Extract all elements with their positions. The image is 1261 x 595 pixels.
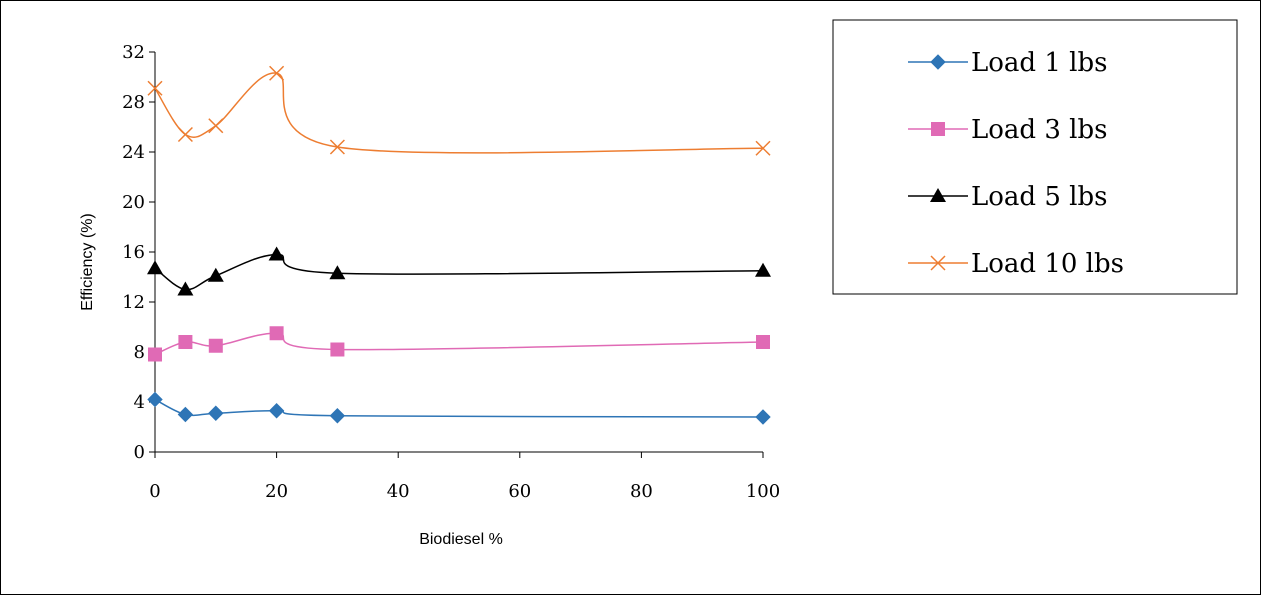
x-marker-stroke xyxy=(177,126,193,143)
data-point xyxy=(755,262,771,277)
x-tick-label: 80 xyxy=(630,481,653,502)
legend-item: Load 10 lbs xyxy=(908,249,1124,279)
data-point xyxy=(177,406,194,423)
x-tick-label: 40 xyxy=(387,481,410,502)
data-point xyxy=(269,326,284,341)
x-marker-stroke xyxy=(147,80,163,96)
y-axis-title: Efficiency (%) xyxy=(79,213,96,311)
x-marker-stroke xyxy=(755,140,771,156)
legend-item: Load 5 lbs xyxy=(908,182,1107,212)
legend-marker xyxy=(930,54,946,70)
y-tick-label: 20 xyxy=(122,192,145,213)
x-tick-label: 0 xyxy=(149,481,160,502)
y-tick-label: 32 xyxy=(122,42,145,63)
legend-label: Load 3 lbs xyxy=(971,115,1107,145)
data-point xyxy=(147,80,163,96)
y-tick-label: 0 xyxy=(134,442,145,463)
data-point xyxy=(330,342,345,357)
series-2 xyxy=(148,326,770,362)
legend-item: Load 1 lbs xyxy=(908,48,1107,78)
data-point xyxy=(148,347,162,362)
legend-label: Load 5 lbs xyxy=(971,182,1107,212)
data-point xyxy=(177,126,193,143)
x-marker-stroke xyxy=(269,65,285,81)
series-1 xyxy=(147,391,771,425)
data-point xyxy=(208,118,224,134)
x-axis-title: Biodiesel % xyxy=(419,531,503,548)
data-point xyxy=(147,260,163,275)
series-line xyxy=(154,253,764,291)
y-tick-label: 4 xyxy=(134,392,145,413)
data-point xyxy=(208,405,224,421)
x-marker-stroke xyxy=(329,139,345,155)
legend-box xyxy=(832,19,1238,295)
legend-item: Load 3 lbs xyxy=(908,115,1107,145)
data-point xyxy=(329,139,345,155)
series-line xyxy=(154,332,764,356)
data-point xyxy=(755,140,771,156)
data-point xyxy=(147,391,163,408)
legend-marker xyxy=(930,255,946,271)
data-point xyxy=(208,338,223,353)
y-tick-label: 24 xyxy=(122,142,145,163)
data-point xyxy=(268,246,285,261)
data-point xyxy=(329,265,346,280)
y-tick-label: 28 xyxy=(122,92,145,113)
legend-label: Load 1 lbs xyxy=(971,48,1107,78)
series-4 xyxy=(147,65,771,156)
series-line xyxy=(154,72,764,154)
x-marker-stroke xyxy=(930,255,946,271)
y-tick-label: 8 xyxy=(134,342,145,363)
x-tick-label: 60 xyxy=(508,481,531,502)
series-3 xyxy=(147,246,771,296)
y-tick-label: 12 xyxy=(122,292,145,313)
y-tick-label: 16 xyxy=(122,242,145,263)
x-marker-stroke xyxy=(208,118,224,134)
data-point xyxy=(755,409,771,425)
legend-marker xyxy=(930,188,946,202)
x-tick-label: 100 xyxy=(746,481,780,502)
data-point xyxy=(756,335,770,349)
legend-label: Load 10 lbs xyxy=(971,249,1124,279)
x-tick-label: 20 xyxy=(265,481,288,502)
data-point xyxy=(268,403,285,419)
data-point xyxy=(207,267,224,282)
data-point xyxy=(269,65,285,81)
data-point xyxy=(178,335,193,349)
series-line xyxy=(154,398,764,418)
legend-marker xyxy=(931,122,945,136)
data-point xyxy=(329,408,346,424)
data-point xyxy=(177,281,194,296)
